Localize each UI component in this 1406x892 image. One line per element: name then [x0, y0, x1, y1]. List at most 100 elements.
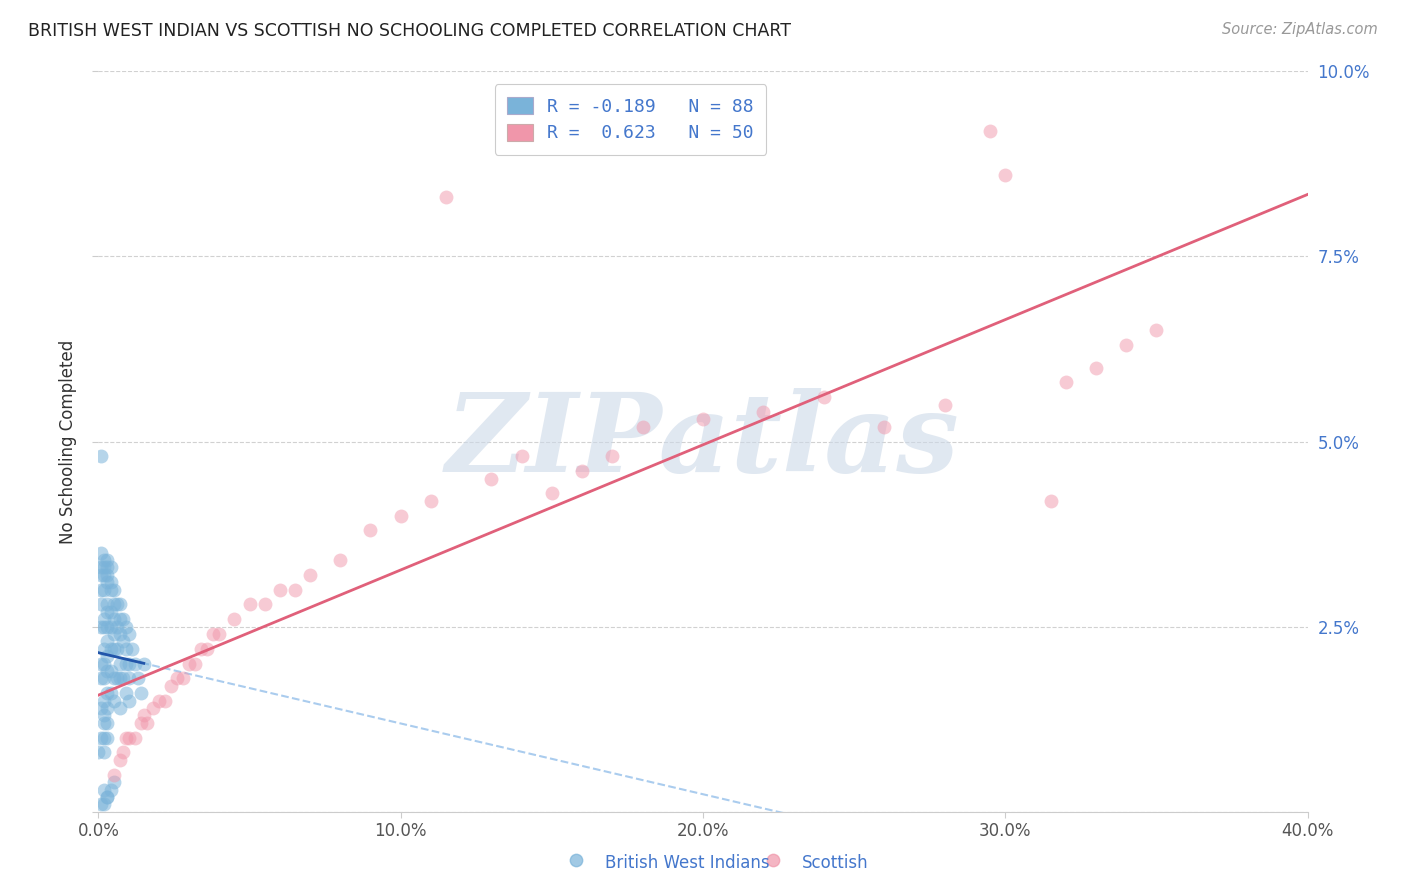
Point [93, 715, 115, 730]
Point [160, 679, 183, 693]
Point [994, 168, 1017, 182]
Y-axis label: No Schooling Completed: No Schooling Completed [59, 340, 77, 543]
Legend: R = -0.189   N = 88, R =  0.623   N = 50: R = -0.189 N = 88, R = 0.623 N = 50 [495, 84, 766, 155]
Point [360, 524, 382, 538]
Text: British West Indians: British West Indians [605, 854, 769, 872]
Point [93, 582, 115, 597]
Point [118, 731, 141, 745]
Point [90, 567, 112, 582]
Point [540, 486, 562, 500]
Point [329, 553, 352, 567]
Point [90, 619, 112, 633]
Point [93, 746, 115, 760]
Point [105, 672, 128, 686]
Point [389, 508, 412, 523]
Point [96, 701, 118, 715]
Point [100, 641, 122, 656]
Point [631, 419, 654, 434]
Point [1085, 360, 1108, 375]
Point [873, 419, 896, 434]
Point [103, 582, 125, 597]
Point [129, 686, 152, 700]
Point [135, 715, 157, 730]
Point [934, 398, 956, 412]
Point [121, 641, 143, 656]
Point [96, 789, 118, 804]
Point [93, 553, 115, 567]
Point [434, 190, 457, 204]
Point [93, 567, 115, 582]
Point [96, 553, 118, 567]
Point [87, 746, 110, 760]
Point [100, 582, 122, 597]
Point [208, 627, 231, 641]
Point [1144, 324, 1167, 338]
Text: ZIPatlas: ZIPatlas [446, 388, 960, 495]
Point [93, 708, 115, 723]
Point [108, 753, 131, 767]
Point [90, 731, 112, 745]
Text: BRITISH WEST INDIAN VS SCOTTISH NO SCHOOLING COMPLETED CORRELATION CHART: BRITISH WEST INDIAN VS SCOTTISH NO SCHOO… [28, 22, 792, 40]
Point [114, 641, 136, 656]
Point [114, 731, 136, 745]
Point [103, 627, 125, 641]
Point [190, 641, 212, 656]
Point [108, 612, 131, 626]
Point [96, 731, 118, 745]
Point [153, 694, 176, 708]
Text: Scottish: Scottish [801, 854, 868, 872]
Point [93, 560, 115, 574]
Point [96, 575, 118, 590]
Point [1039, 493, 1062, 508]
Point [111, 612, 134, 626]
Point [93, 641, 115, 656]
Point [195, 641, 218, 656]
Point [105, 598, 128, 612]
Point [184, 657, 207, 671]
Point [100, 619, 122, 633]
Point [103, 598, 125, 612]
Point [93, 657, 115, 671]
Point [253, 598, 276, 612]
Point [90, 672, 112, 686]
Point [108, 627, 131, 641]
Point [118, 672, 141, 686]
Point [510, 450, 533, 464]
Point [96, 567, 118, 582]
Point [118, 694, 141, 708]
Point [114, 619, 136, 633]
Point [103, 694, 125, 708]
Point [96, 715, 118, 730]
Point [96, 605, 118, 619]
Point [93, 782, 115, 797]
Point [90, 560, 112, 574]
Point [90, 701, 112, 715]
Point [100, 605, 122, 619]
Point [100, 782, 122, 797]
Point [90, 598, 112, 612]
Point [93, 731, 115, 745]
Point [692, 412, 714, 426]
Point [103, 612, 125, 626]
Point [420, 493, 443, 508]
Point [124, 657, 146, 671]
Point [752, 405, 775, 419]
Point [90, 545, 112, 560]
Point [111, 634, 134, 648]
Point [129, 715, 152, 730]
Point [108, 701, 131, 715]
Point [132, 708, 155, 723]
Point [96, 789, 118, 804]
Point [103, 767, 125, 781]
Point [103, 672, 125, 686]
Point [93, 694, 115, 708]
Point [142, 701, 165, 715]
Point [96, 560, 118, 574]
Point [93, 797, 115, 812]
Point [96, 598, 118, 612]
Point [481, 472, 503, 486]
Point [1115, 338, 1137, 352]
Point [114, 686, 136, 700]
Point [239, 598, 262, 612]
Point [100, 664, 122, 678]
